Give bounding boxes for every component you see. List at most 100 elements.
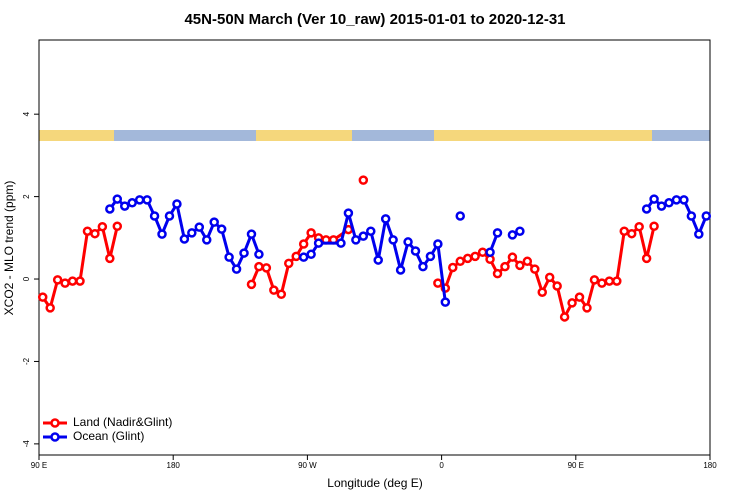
data-point [149,211,160,221]
data-point [418,261,428,272]
data-point [37,292,48,302]
data-point [664,198,674,208]
data-point [164,211,175,221]
data-point [641,204,652,214]
data-point [336,238,346,248]
data-point [507,252,518,262]
series-line [108,197,708,303]
data-point [112,194,123,204]
x-axis-label: Longitude (deg E) [327,476,422,490]
data-point [686,211,697,221]
data-point [634,221,644,232]
data-point [373,255,383,265]
data-point [209,217,219,227]
data-point [455,211,465,221]
data-point [395,265,406,275]
data-point [97,221,108,232]
data-point [298,252,309,262]
data-point [60,278,70,288]
data-point [52,275,63,285]
y-tick-label: -4 [22,440,31,448]
data-point [671,195,682,205]
y-tick-label: 2 [22,194,31,199]
data-point [127,198,137,208]
data-point [45,303,55,313]
land-strip [39,130,114,141]
legend: Land (Nadir&Glint)Ocean (Glint) [43,415,172,443]
data-point [119,201,130,211]
y-tick-label: 4 [22,111,31,116]
data-point [239,248,249,258]
data-point [656,201,667,211]
data-point [157,229,167,239]
data-point [343,208,354,218]
series-line [41,225,656,319]
data-point [261,263,272,273]
data-point [358,175,369,185]
data-point [433,239,443,249]
data-point [619,226,630,236]
data-point [649,221,659,232]
data-point [269,285,279,295]
data-point [455,256,465,267]
data-point [291,251,301,262]
data-point [202,235,212,245]
data-point [358,231,369,241]
chart-title: 45N-50N March (Ver 10_raw) 2015-01-01 to… [184,11,565,28]
data-point [276,289,287,300]
data-point [410,246,421,256]
data-point [388,235,398,245]
data-point [559,312,570,322]
data-point [582,303,592,313]
data-point [142,195,152,205]
data-point [403,237,413,247]
data-point [604,276,615,286]
data-point [194,222,205,232]
data-point [112,221,123,232]
data-point [246,229,257,239]
data-point [433,278,443,288]
data-point [82,226,93,236]
data-point [179,234,190,244]
data-point [515,260,525,271]
data-point [366,226,376,236]
ocean-strip [39,130,710,141]
data-point [492,228,503,238]
x-tick-label: 90 E [568,461,584,470]
data-point [254,249,264,260]
y-tick-label: -2 [22,357,31,365]
data-point [380,214,391,224]
data-point [187,228,197,238]
data-point [313,238,324,248]
data-point [679,195,689,205]
data-point [626,228,637,239]
data-point [544,272,555,283]
x-tick-label: 180 [167,461,181,470]
data-point [306,249,316,260]
data-point [485,247,495,257]
data-point [500,261,510,272]
data-point [216,224,227,234]
data-point [507,230,518,240]
y-tick-label: 0 [22,276,31,281]
data-point [284,258,294,269]
data-point [649,194,659,204]
data-point [448,262,458,273]
legend-label: Ocean (Glint) [73,429,144,443]
land-strip [434,130,652,141]
data-point [134,195,145,205]
legend-label: Land (Nadir&Glint) [73,415,172,429]
data-point [351,235,361,245]
data-point [530,264,540,274]
data-point [492,268,503,279]
data-point [477,247,488,257]
y-axis-label: XCO2 - MLO trend (ppm) [2,181,16,316]
data-point [298,239,309,249]
data-point [440,297,451,307]
data-point [641,253,652,264]
data-point [224,252,234,262]
land-strip [256,130,352,141]
data-point [172,199,182,209]
data-point [597,278,607,288]
